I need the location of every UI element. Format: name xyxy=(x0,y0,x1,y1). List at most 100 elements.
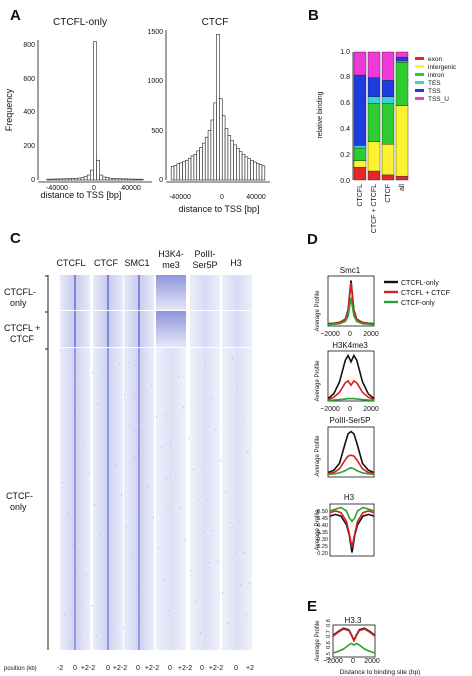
legend-label: TSS xyxy=(428,88,441,95)
heatmap-xtick: +2-2 xyxy=(178,665,192,672)
bar-category-label: CTCF + CTCFL xyxy=(371,184,378,233)
heatmap-noise xyxy=(97,403,99,405)
histogram-bar xyxy=(196,150,200,181)
heatmap-noise xyxy=(166,478,168,480)
heatmap-noise xyxy=(180,508,182,510)
profile-line xyxy=(327,379,375,401)
heatmap-block xyxy=(222,348,252,650)
profile-line xyxy=(327,467,375,476)
heatmap-col-polii: PolII- xyxy=(194,249,215,259)
stacked-segment xyxy=(395,51,409,58)
histogram-bar xyxy=(247,158,251,181)
heatmap-xtick: 0 xyxy=(106,665,110,672)
profile-ylabel: Average Profile xyxy=(315,509,321,551)
legend-ctcf-only: CTCF-only xyxy=(401,300,435,307)
heatmap-noise xyxy=(168,610,170,612)
hist-ylabel: Frequency xyxy=(4,88,14,131)
histogram-bar xyxy=(102,176,107,181)
heatmap-col-ser5p: Ser5P xyxy=(192,260,217,270)
histogram-bar xyxy=(250,159,254,181)
heatmap-noise xyxy=(244,552,246,554)
h3-ytick: 0.25 xyxy=(317,544,328,550)
heatmap-noise xyxy=(175,477,177,479)
histogram-ctcfl-only: CTCFL-only Frequency distance to TSS [bp… xyxy=(4,17,152,200)
histogram-bar xyxy=(185,159,189,181)
heatmap-noise xyxy=(220,460,222,462)
heatmap-block xyxy=(156,348,186,650)
histogram-bar xyxy=(193,153,198,181)
ytick: 200 xyxy=(23,143,35,150)
histogram-bar xyxy=(173,165,178,181)
heatmap-noise xyxy=(119,363,121,365)
histogram-bar xyxy=(65,178,69,181)
histogram-bar xyxy=(121,178,125,181)
heatmap-noise xyxy=(205,367,207,369)
profile-line xyxy=(327,454,375,475)
position-label: position (kb) xyxy=(4,666,37,672)
heatmap-xtick: 0 xyxy=(200,665,204,672)
heatmap-noise xyxy=(148,486,150,488)
heatmap-block xyxy=(156,311,186,347)
ytick: 0.6 xyxy=(340,100,350,107)
histogram-bar xyxy=(90,169,94,181)
heatmap-noise xyxy=(202,468,204,470)
heatmap-noise xyxy=(89,473,91,475)
heatmap-noise xyxy=(245,615,247,617)
heatmap-noise xyxy=(136,588,138,590)
profile-line xyxy=(332,627,376,643)
heatmap-col-h3k4: H3K4- xyxy=(158,249,184,259)
h3-ytick: 0.30 xyxy=(317,537,328,543)
heatmap-noise xyxy=(212,530,214,532)
profile-line xyxy=(332,628,376,643)
heatmap-block xyxy=(60,348,90,650)
histogram-bar xyxy=(179,162,183,181)
heatmap-block xyxy=(222,275,252,310)
bar-category-label: CTCFL xyxy=(357,184,364,207)
panel-label-e: E xyxy=(307,598,317,615)
stacked-segment xyxy=(367,96,381,104)
b-ylabel: relative binding xyxy=(317,91,324,138)
heatmap-noise xyxy=(151,385,153,387)
ytick: 0.0 xyxy=(340,178,350,185)
histogram-bar xyxy=(71,178,76,181)
heatmap-noise xyxy=(161,447,163,449)
legend-swatch xyxy=(415,57,424,60)
xtick: 0 xyxy=(92,185,96,192)
histogram-bar xyxy=(77,177,82,181)
heatmap-noise xyxy=(129,425,131,427)
stacked-bar-chart: relative binding 0.0 0.2 0.4 0.6 0.8 1.0… xyxy=(317,49,457,233)
heatmap-noise xyxy=(91,605,93,607)
stacked-segment xyxy=(353,147,367,162)
heatmap-noise xyxy=(158,548,160,550)
heatmap-noise xyxy=(242,420,244,422)
heatmap-noise xyxy=(60,350,62,352)
histogram-bar xyxy=(182,161,186,181)
profile-title-h3k4me3: H3K4me3 xyxy=(332,341,368,350)
heatmap-xtick: 0 xyxy=(73,665,77,672)
histogram-bar xyxy=(202,142,206,181)
heatmap-noise xyxy=(235,553,237,555)
histogram-bar xyxy=(241,153,246,181)
stacked-segment xyxy=(367,170,381,181)
histogram-bar xyxy=(176,163,181,181)
histogram-bar xyxy=(127,178,132,181)
histogram-bar xyxy=(190,155,195,181)
row-label-ctcfl-ctcf: CTCFL + xyxy=(4,323,40,333)
profile-ylabel: Average Profile xyxy=(315,290,321,332)
heatmap-block xyxy=(93,275,123,310)
heatmap-noise xyxy=(67,513,69,515)
heatmap-noise xyxy=(185,539,187,541)
row-label-ctcf-only-2: only xyxy=(10,502,27,512)
ytick: 1000 xyxy=(147,78,163,85)
histogram-bar xyxy=(96,159,100,181)
heatmap-noise xyxy=(163,579,165,581)
heatmap-noise xyxy=(165,415,167,417)
h3-frame xyxy=(329,503,375,557)
histogram-bar xyxy=(236,147,240,181)
heatmap-noise xyxy=(146,354,148,356)
heatmap-noise xyxy=(183,407,185,409)
histogram-bar xyxy=(105,177,110,181)
heatmap-noise xyxy=(123,627,125,629)
heatmap-noise xyxy=(64,614,66,616)
legend-swatch xyxy=(415,65,424,68)
